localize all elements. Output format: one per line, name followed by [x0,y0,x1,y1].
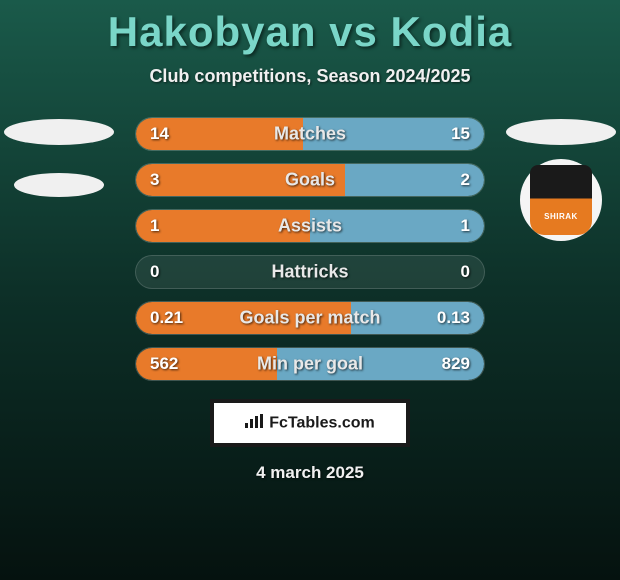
stat-value-right: 15 [451,124,470,144]
comparison-content: SHIRAK Matches 14 15 Goals 3 2 Assists 1 1 Hattri… [0,117,620,381]
stat-value-left: 562 [150,354,178,374]
player-right-badge-1 [506,119,616,145]
stat-value-right: 2 [461,170,470,190]
stat-label: Hattricks [271,262,348,283]
footer-date: 4 march 2025 [0,463,620,483]
stat-bar: Goals per match 0.21 0.13 [135,301,485,335]
stat-bar: Min per goal 562 829 [135,347,485,381]
stat-label: Goals per match [239,308,380,329]
stat-bar: Assists 1 1 [135,209,485,243]
stat-label: Matches [274,124,346,145]
brand-footer-box[interactable]: FcTables.com [210,399,410,447]
page-subtitle: Club competitions, Season 2024/2025 [0,66,620,87]
brand-logo: FcTables.com [245,414,375,433]
page-title: Hakobyan vs Kodia [0,8,620,56]
shirak-logo-icon: SHIRAK [530,165,592,235]
stat-value-left: 1 [150,216,159,236]
stat-value-left: 3 [150,170,159,190]
stat-bar: Goals 3 2 [135,163,485,197]
team-logo-badge: SHIRAK [520,159,602,241]
stat-label: Goals [285,170,335,191]
stat-value-left: 0 [150,262,159,282]
stat-value-right: 0 [461,262,470,282]
stat-bar: Hattricks 0 0 [135,255,485,289]
player-left-badge-2 [14,173,104,197]
team-logo-text: SHIRAK [530,212,592,221]
stat-value-right: 829 [442,354,470,374]
stat-value-left: 14 [150,124,169,144]
player-left-badge-1 [4,119,114,145]
stat-bars: Matches 14 15 Goals 3 2 Assists 1 1 Hattricks 0 0 Go… [135,117,485,381]
header: Hakobyan vs Kodia Club competitions, Sea… [0,0,620,87]
stat-bar: Matches 14 15 [135,117,485,151]
stat-label: Min per goal [257,354,363,375]
stat-label: Assists [278,216,342,237]
brand-text: FcTables.com [269,414,375,431]
stat-value-left: 0.21 [150,308,183,328]
stat-value-right: 0.13 [437,308,470,328]
stat-value-right: 1 [461,216,470,236]
chart-icon [245,414,263,433]
